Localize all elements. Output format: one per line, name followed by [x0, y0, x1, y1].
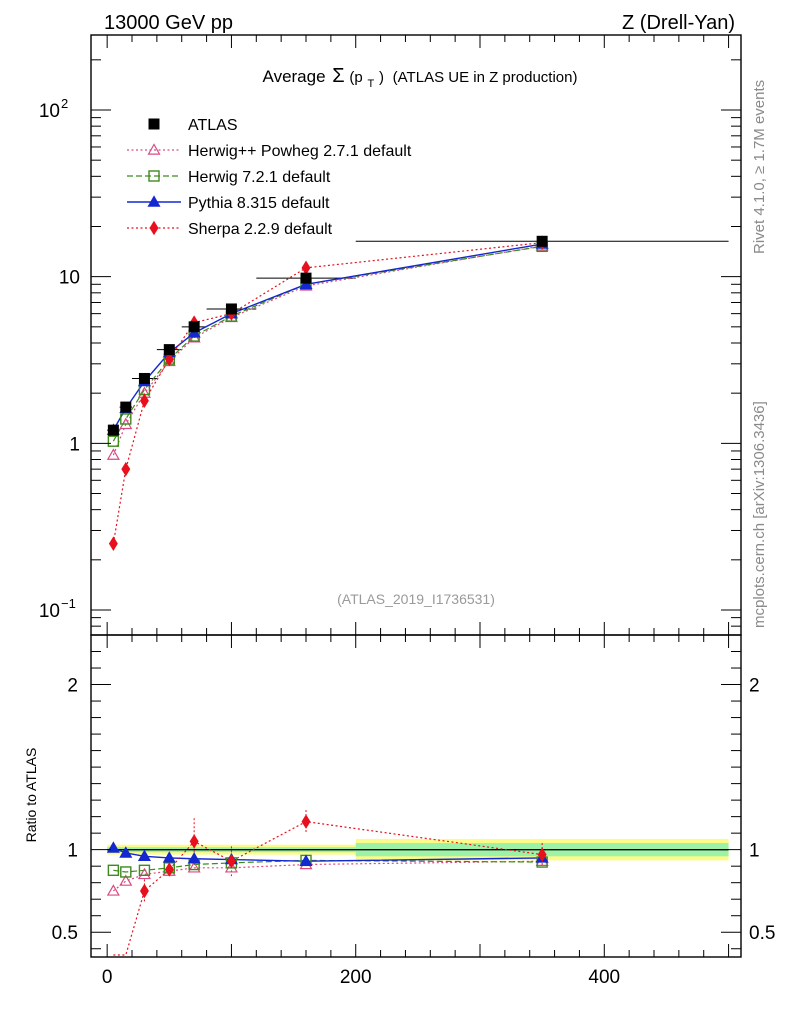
ratio-y-tick-label-left-1: 1 [67, 841, 78, 862]
ratio-point-pythia-8-315-default-4 [187, 852, 201, 864]
ratio-point-pythia-8-315-default-2 [137, 849, 151, 861]
x-tick-label-400: 400 [588, 967, 620, 988]
point-sherpa-2-2-9-default-3 [164, 351, 174, 367]
legend: ATLAS Herwig++ Powheg 2.7.1 default Herwig… [127, 117, 412, 238]
ratio-point-sherpa-2-2-9-default-5 [226, 853, 236, 869]
ratio-point-herwig-7-2-1-default-1 [120, 866, 132, 878]
beam-energy-label: 13000 GeV pp [104, 12, 233, 34]
atlas-point-0 [107, 424, 119, 436]
legend-marker-0 [148, 118, 160, 130]
title-sub: T [367, 78, 374, 90]
title-arg: (p [349, 69, 362, 86]
point-sherpa-2-2-9-default-2 [139, 393, 149, 409]
ratio-y-tick-label-right-2: 2 [749, 676, 760, 697]
x-tick-label-200: 200 [340, 967, 372, 988]
atlas-point-4 [188, 321, 200, 333]
ratio-point-pythia-8-315-default-3 [162, 851, 176, 863]
ratio-line-sherpa-2-2-9-default [113, 820, 543, 956]
ratio-y-tick-label-left-2: 2 [67, 676, 78, 697]
atlas-point-5 [225, 303, 237, 315]
ratio-y-tick-label-left-0.5: 0.5 [52, 923, 78, 944]
main-y-tick-label-1: 1 [69, 434, 80, 455]
series-line-pythia-8-315-default [112, 243, 543, 431]
ratio-line-herwig-powheg-2-7-1-default [112, 860, 543, 892]
series-line-sherpa-2-2-9-default [112, 242, 543, 544]
ratio-point-sherpa-2-2-9-default-2 [139, 883, 149, 899]
mcplots-label: mcplots.cern.ch [arXiv:1306.3436] [751, 401, 768, 628]
title-rest: (ATLAS UE in Z production) [393, 69, 578, 86]
main-y-tick-label-0.1: 10 [39, 601, 60, 622]
ratio-frame [90, 634, 742, 958]
legend-label-1: Herwig++ Powheg 2.7.1 default [188, 143, 412, 160]
main-y-tick-exp-100: 2 [61, 96, 68, 111]
main-series-layer [106, 235, 729, 551]
point-sherpa-2-2-9-default-6 [301, 260, 311, 276]
ratio-point-sherpa-2-2-9-default-6 [301, 814, 311, 829]
main-y-tick-exp-0.1: −1 [61, 596, 76, 611]
atlas-point-1 [120, 401, 132, 413]
ratio-point-herwig-7-2-1-default-0 [107, 864, 120, 877]
ratio-point-herwig-7-2-1-default-2 [138, 864, 151, 877]
title-close: ) [379, 69, 384, 86]
legend-marker-3 [147, 195, 161, 207]
ratio-point-herwig-powheg-2-7-1-default-2 [137, 867, 151, 880]
ratio-point-sherpa-2-2-9-default-4 [189, 834, 199, 849]
ratio-point-sherpa-2-2-9-default-7 [537, 847, 547, 862]
main-y-tick-label-10: 10 [59, 268, 80, 289]
plot-title: Average Σ (p T ) (ATLAS UE in Z producti… [263, 65, 578, 91]
ratio-point-herwig-powheg-2-7-1-default-4 [187, 861, 201, 873]
point-sherpa-2-2-9-default-1 [121, 461, 131, 477]
legend-label-4: Sherpa 2.2.9 default [188, 221, 333, 238]
ratio-series-layer [106, 810, 549, 956]
series-line-herwig-powheg-2-7-1-default [112, 245, 543, 456]
x-tick-label-0: 0 [102, 967, 113, 988]
legend-marker-4 [149, 220, 159, 236]
point-sherpa-2-2-9-default-0 [108, 536, 118, 551]
point-herwig-7-2-1-default-0 [107, 435, 120, 447]
process-label: Z (Drell-Yan) [622, 12, 735, 34]
ratio-point-herwig-powheg-2-7-1-default-5 [224, 861, 238, 873]
ratio-point-herwig-powheg-2-7-1-default-0 [106, 884, 120, 896]
ratio-point-pythia-8-315-default-1 [119, 846, 133, 858]
rivet-label: Rivet 4.1.0, ≥ 1.7M events [751, 80, 768, 254]
legend-marker-1 [147, 143, 161, 155]
atlas-point-7 [536, 235, 548, 247]
legend-label-2: Herwig 7.2.1 default [188, 169, 331, 186]
ratio-point-pythia-8-315-default-6 [299, 854, 313, 866]
title-prefix: Average [263, 67, 326, 86]
point-herwig-7-2-1-default-1 [120, 413, 132, 425]
main-y-tick-label-100: 10 [39, 101, 60, 122]
ratio-point-sherpa-2-2-9-default-3 [164, 862, 174, 877]
legend-marker-2 [148, 170, 160, 182]
ratio-point-herwig-powheg-2-7-1-default-1 [119, 874, 133, 886]
ratio-axis-label: Ratio to ATLAS [23, 748, 39, 843]
ratio-y-tick-label-right-1: 1 [749, 841, 760, 862]
legend-label-3: Pythia 8.315 default [188, 195, 330, 212]
title-symbol: Σ [332, 65, 344, 87]
atlas-point-6 [300, 272, 312, 284]
point-herwig-powheg-2-7-1-default-0 [106, 448, 120, 460]
atlas-point-3 [163, 344, 175, 356]
series-line-herwig-7-2-1-default [112, 245, 543, 442]
analysis-id: (ATLAS_2019_I1736531) [337, 591, 495, 607]
atlas-point-2 [138, 372, 150, 384]
ratio-y-tick-label-right-0.5: 0.5 [749, 923, 775, 944]
legend-label-0: ATLAS [188, 117, 238, 134]
plot-frames [90, 34, 742, 958]
